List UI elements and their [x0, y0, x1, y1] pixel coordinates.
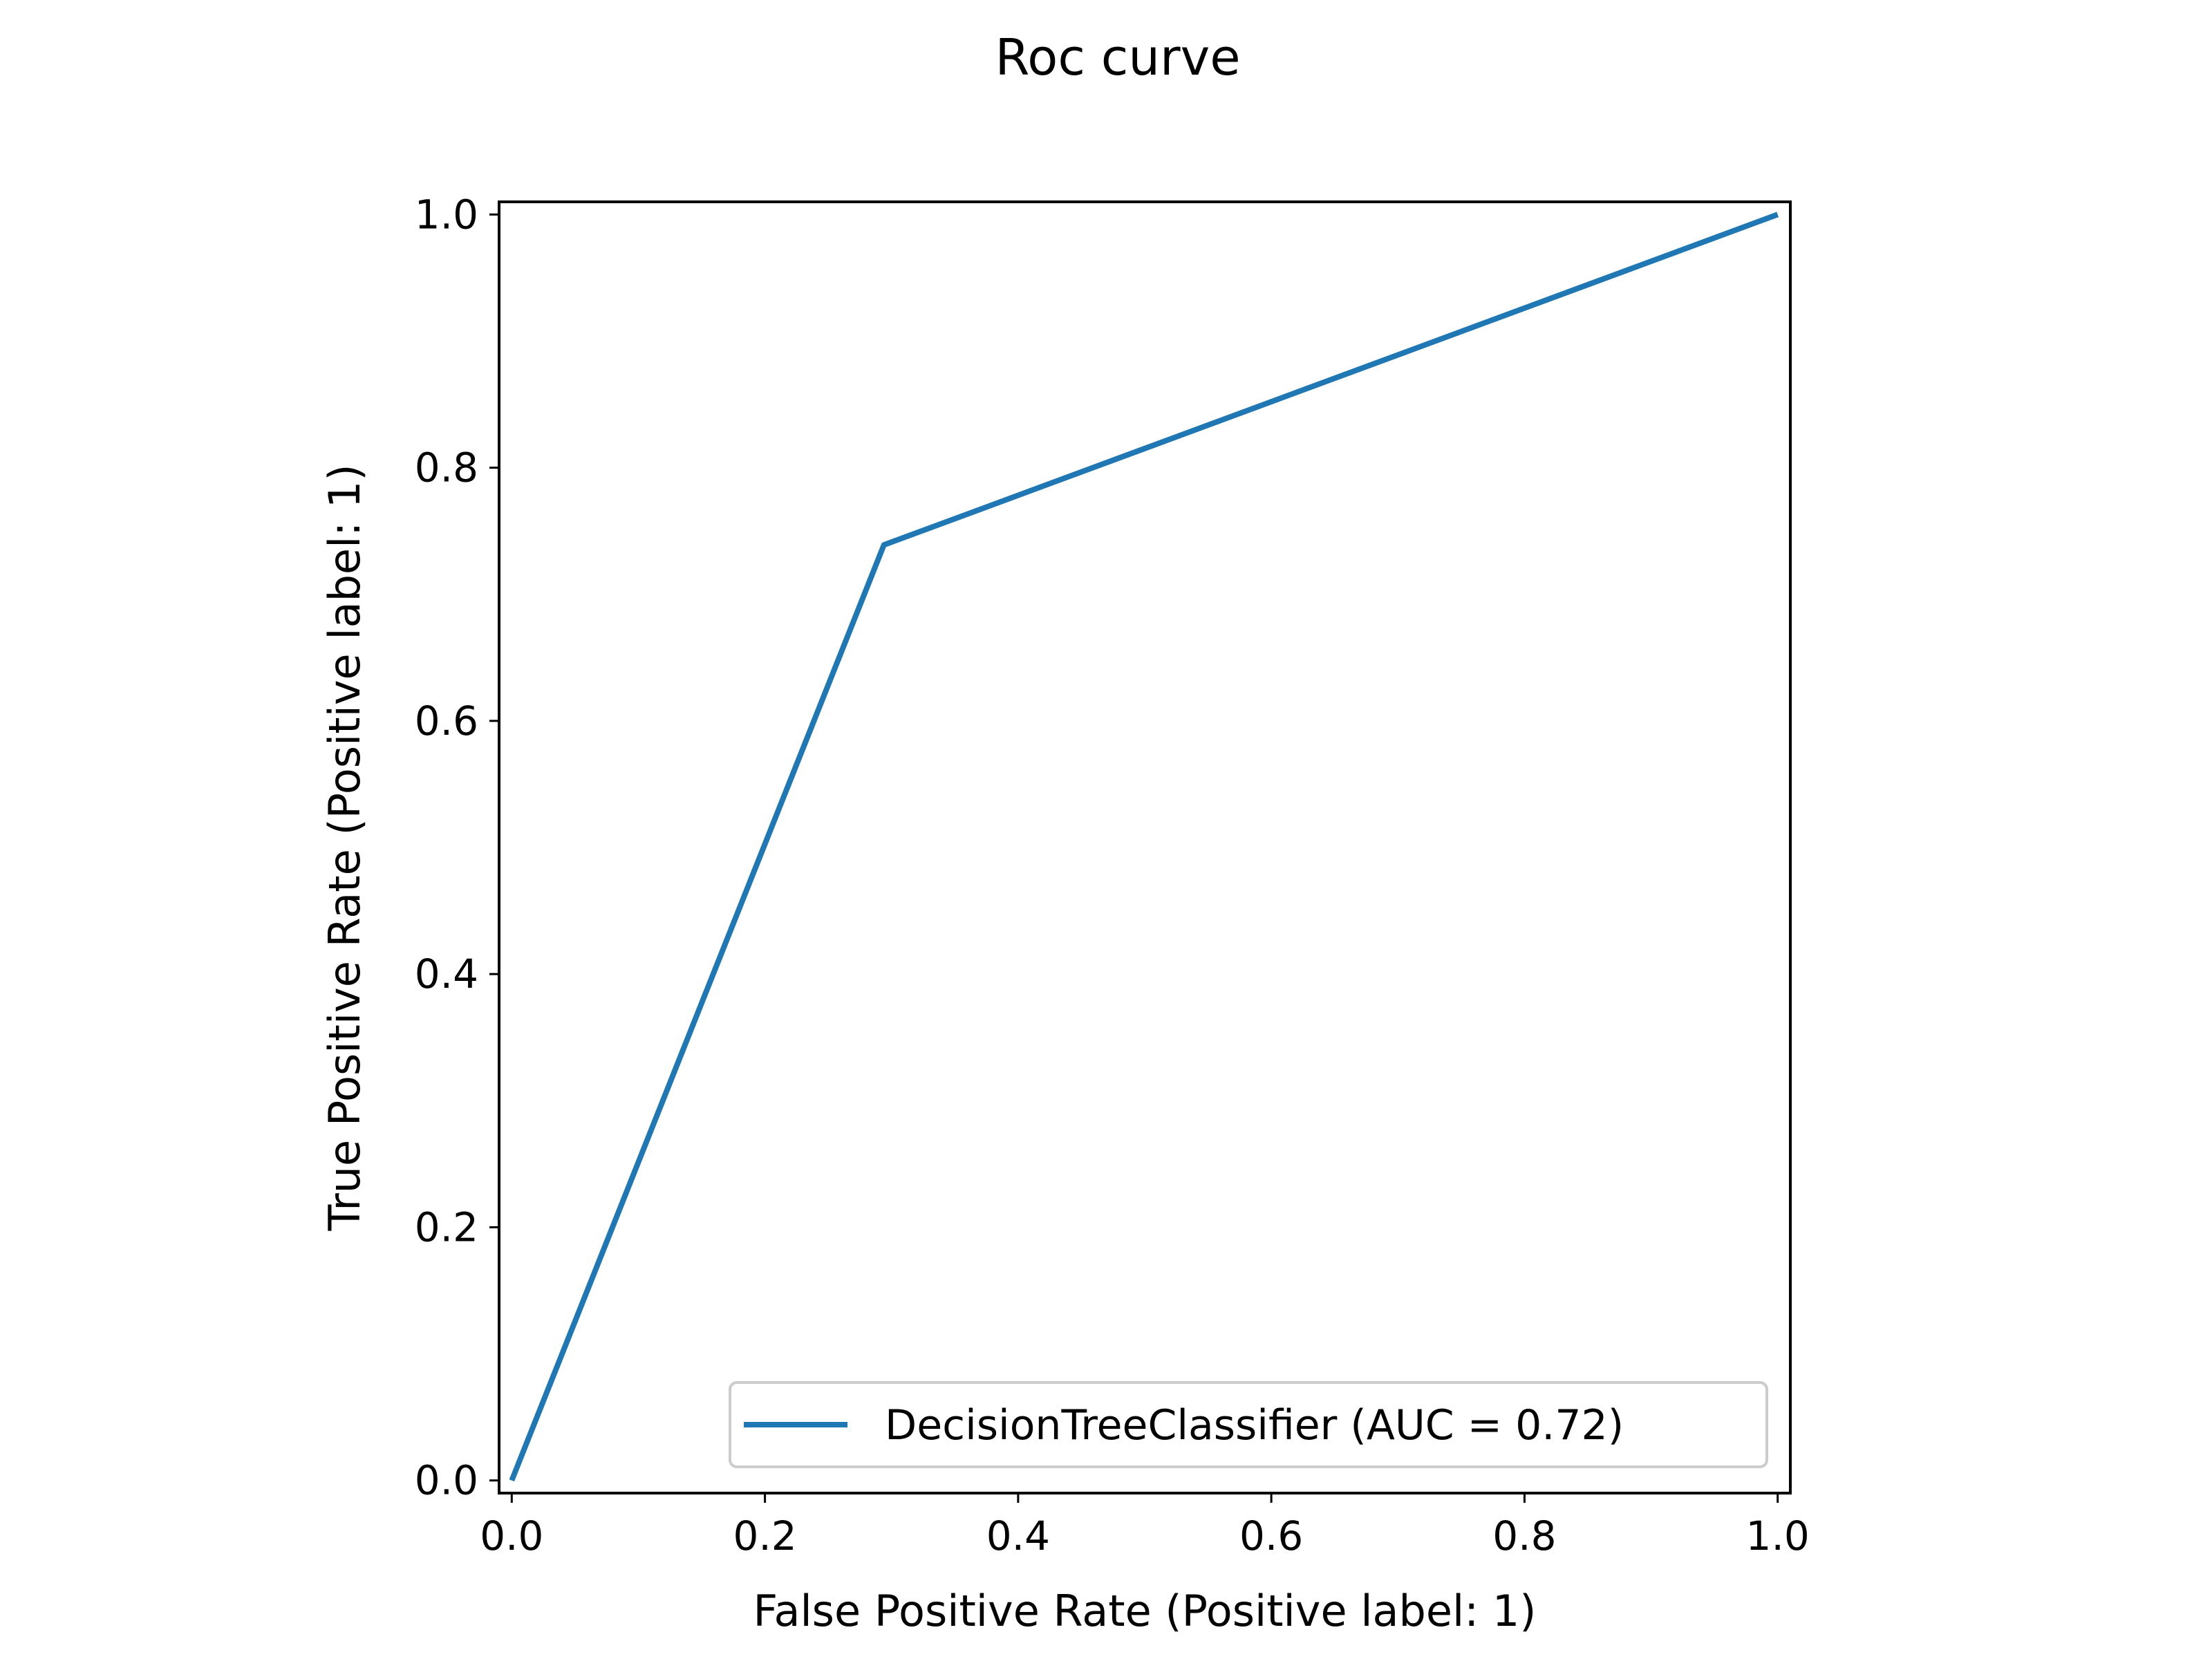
x-tick-label: 0.4	[986, 1512, 1050, 1559]
y-tick-label: 0.6	[415, 697, 478, 744]
legend-box	[729, 1381, 1768, 1468]
x-tick-label: 0.8	[1492, 1512, 1556, 1559]
plot-area-frame	[498, 200, 1792, 1494]
legend-label: DecisionTreeClassifier (AUC = 0.72)	[885, 1401, 1624, 1450]
y-tick-label: 0.8	[415, 444, 478, 491]
x-tick-label: 0.2	[733, 1512, 796, 1559]
y-axis-label: True Positive Rate (Positive label: 1)	[319, 464, 370, 1231]
legend: DecisionTreeClassifier (AUC = 0.72)	[729, 1381, 1768, 1468]
x-axis-label: False Positive Rate (Positive label: 1)	[753, 1586, 1536, 1636]
y-tick-label: 0.0	[415, 1457, 478, 1504]
y-tick-label: 1.0	[415, 191, 478, 238]
x-axis-ticks: 0.0 0.2 0.4 0.6 0.8 1.0	[480, 1493, 1810, 1559]
x-tick-label: 1.0	[1746, 1512, 1810, 1559]
y-tick-label: 0.4	[415, 950, 478, 997]
series-line-decision-tree	[509, 212, 1779, 1482]
chart-title: Roc curve	[995, 28, 1240, 86]
x-tick-label: 0.6	[1239, 1512, 1303, 1559]
x-tick-label: 0.0	[480, 1512, 543, 1559]
y-axis-ticks: 0.0 0.2 0.4 0.6 0.8 1.0	[415, 191, 499, 1504]
y-tick-label: 0.2	[415, 1203, 478, 1250]
